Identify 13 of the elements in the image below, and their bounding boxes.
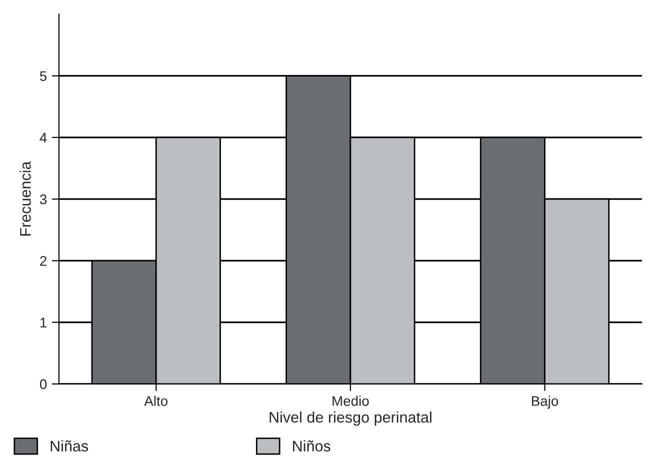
y-tick-label: 1 [40, 318, 46, 328]
y-tick-label: 4 [40, 132, 47, 142]
y-tick-label: 0 [40, 379, 47, 390]
y-axis-title: Frecuencia [20, 161, 31, 236]
legend-label: Niños [293, 440, 330, 452]
y-tick-label: 2 [40, 256, 46, 266]
y-tick-label: 3 [40, 194, 47, 204]
x-axis-title: Nivel de riesgo perinatal [270, 411, 432, 426]
x-tick-label: Bajo [532, 396, 558, 409]
x-tick-label: Medio [332, 396, 369, 406]
x-tick-label: Alto [144, 396, 168, 406]
legend-label: Niñas [50, 440, 88, 452]
y-tick-label: 5 [40, 71, 47, 82]
